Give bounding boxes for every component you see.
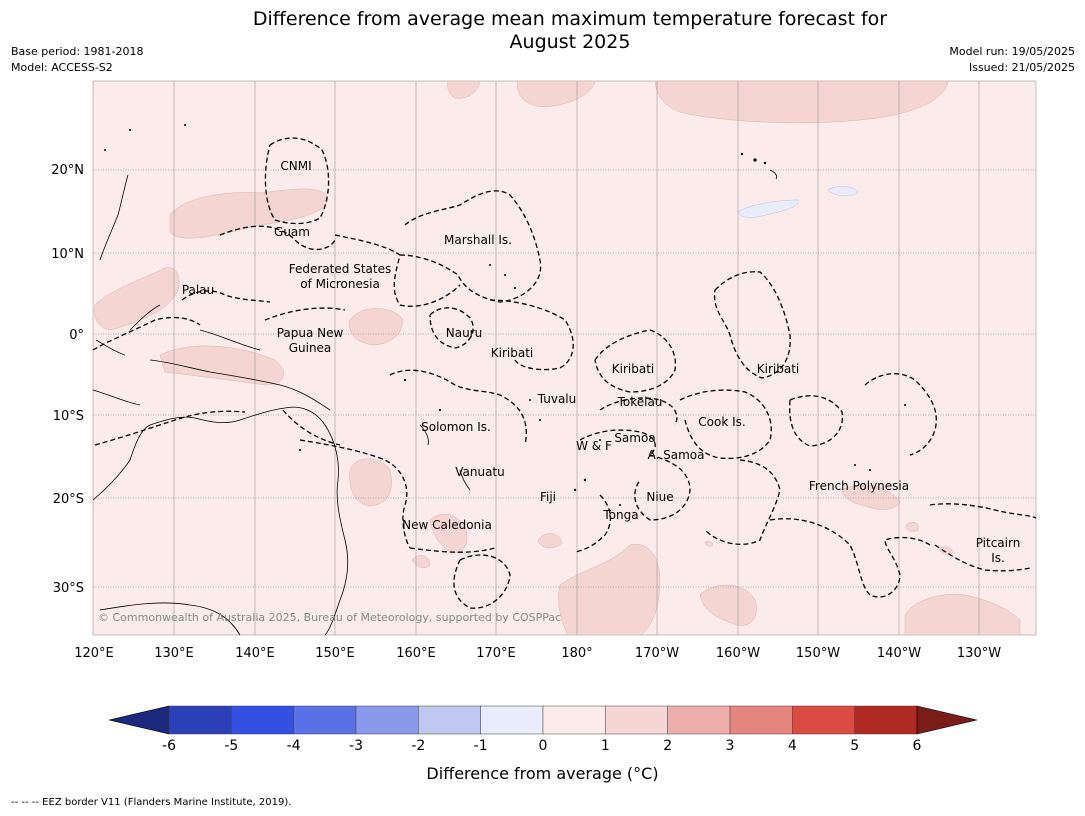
longitude-labels: 120°E 130°E 140°E 150°E 160°E 170°E 180°… <box>74 646 1001 661</box>
colorbar-tick-label: -1 <box>473 738 488 754</box>
lon-label: 150°W <box>796 646 840 661</box>
region-label: Guam <box>274 225 310 239</box>
colorbar-segment <box>418 705 481 735</box>
colorbar-tick-label: -5 <box>224 738 239 754</box>
lon-label: 150°E <box>315 646 355 661</box>
region-label: Kiribati <box>757 362 799 376</box>
region-label: Tonga <box>602 508 638 522</box>
model-run: Model run: 19/05/2025 <box>949 45 1075 58</box>
colorbar-tick-label: 3 <box>725 738 735 754</box>
colorbar-label: Difference from average (°C) <box>426 764 659 783</box>
region-label: Solomon Is. <box>421 420 491 434</box>
colorbar-tick-label: 2 <box>663 738 673 754</box>
colorbar-ticks: -6 -5 -4 -3 -2 -1 0 1 2 3 4 5 6 <box>0 738 1085 758</box>
lon-label: 120°E <box>74 646 114 661</box>
lat-label: 20°N <box>51 163 84 178</box>
lat-label: 10°N <box>51 247 84 262</box>
lon-label: 130°W <box>957 646 1001 661</box>
region-label: Kiribati <box>612 362 654 376</box>
region-label: Is. <box>991 551 1005 565</box>
colorbar-segment <box>667 705 731 735</box>
region-label: Tuvalu <box>537 392 577 406</box>
lon-label: 170°E <box>476 646 516 661</box>
region-label: Marshall Is. <box>444 233 512 247</box>
colorbar <box>108 705 978 735</box>
warm-anomaly-patches <box>94 80 1021 636</box>
longitude-gridlines <box>173 81 980 635</box>
base-period: Base period: 1981-2018 <box>11 45 144 58</box>
lat-label: 0° <box>69 328 84 343</box>
colorbar-tick-label: -2 <box>411 738 426 754</box>
lat-label: 30°S <box>53 581 84 596</box>
eez-footnote: -- -- -- EEZ border V11 (Flanders Marine… <box>11 797 292 808</box>
colorbar-tick-label: -6 <box>162 738 176 754</box>
region-label: Guinea <box>289 341 332 355</box>
region-label: W & F <box>576 439 612 453</box>
lon-label: 170°W <box>635 646 679 661</box>
colorbar-extension-low <box>108 705 170 735</box>
coastlines <box>92 169 778 636</box>
latitude-labels: 20°N 10°N 0° 10°S 20°S 30°S <box>51 163 84 596</box>
lon-label: 160°W <box>716 646 760 661</box>
lon-label: 140°E <box>235 646 275 661</box>
colorbar-segment <box>480 705 544 735</box>
region-label: CNMI <box>280 159 311 173</box>
region-label: Vanuatu <box>455 465 505 479</box>
lon-label: 130°E <box>154 646 194 661</box>
colorbar-extension-high <box>916 705 978 735</box>
region-label: Fiji <box>540 490 556 504</box>
region-label: Nauru <box>446 326 482 340</box>
latitude-gridlines <box>93 169 1036 588</box>
colorbar-segment <box>605 705 668 735</box>
colorbar-segment <box>542 705 606 735</box>
region-label: Federated States <box>289 262 391 276</box>
meta-left: Base period: 1981-2018 Model: ACCESS-S2 <box>11 44 143 76</box>
lon-label: 180° <box>561 646 592 661</box>
title-line-1: Difference from average mean maximum tem… <box>252 8 888 30</box>
region-label: French Polynesia <box>809 479 909 493</box>
colorbar-tick-label: 1 <box>600 738 610 754</box>
meta-right: Model run: 19/05/2025 Issued: 21/05/2025 <box>949 44 1075 76</box>
colorbar-segment <box>355 705 419 735</box>
lon-label: 140°W <box>877 646 921 661</box>
colorbar-tick-label: -3 <box>349 738 363 754</box>
lat-label: 10°S <box>53 409 84 424</box>
colorbar-segment <box>231 705 294 735</box>
region-label: Papua New <box>277 326 344 340</box>
region-labels: CNMI Guam Marshall Is. Federated States … <box>182 159 1020 565</box>
title-line-2: August 2025 <box>509 31 631 53</box>
colorbar-segment <box>293 705 357 735</box>
map-title: Difference from average mean maximum tem… <box>170 8 970 54</box>
region-label: A. Samoa <box>648 448 705 462</box>
region-label: Palau <box>182 283 214 297</box>
region-label: of Micronesia <box>300 277 380 291</box>
region-label: Samoa <box>614 431 655 445</box>
issued-date: Issued: 21/05/2025 <box>968 61 1075 74</box>
lat-label: 20°S <box>53 492 84 507</box>
copyright-text: © Commonwealth of Australia 2025, Bureau… <box>98 611 561 624</box>
cool-anomaly-patches <box>737 186 859 218</box>
colorbar-tick-label: 5 <box>850 738 860 754</box>
small-islands <box>104 124 906 506</box>
model-name: Model: ACCESS-S2 <box>11 61 113 74</box>
colorbar-tick-label: 6 <box>912 738 922 754</box>
region-label: Cook Is. <box>698 415 745 429</box>
colorbar-segment <box>168 705 232 735</box>
eez-borders <box>92 137 1037 609</box>
colorbar-segment <box>729 705 793 735</box>
lon-label: 160°E <box>396 646 436 661</box>
colorbar-tick-label: -4 <box>286 738 301 754</box>
region-label: Niue <box>646 490 673 504</box>
region-label: New Caledonia <box>402 518 492 532</box>
region-label: Kiribati <box>491 346 533 360</box>
colorbar-segment <box>792 705 855 735</box>
region-label: Pitcairn <box>976 536 1021 550</box>
colorbar-tick-label: 0 <box>538 738 548 754</box>
colorbar-segment <box>854 705 918 735</box>
colorbar-tick-label: 4 <box>787 738 797 754</box>
map-figure: CNMI Guam Marshall Is. Federated States … <box>51 80 1037 735</box>
region-label: Tokelau <box>617 395 663 409</box>
